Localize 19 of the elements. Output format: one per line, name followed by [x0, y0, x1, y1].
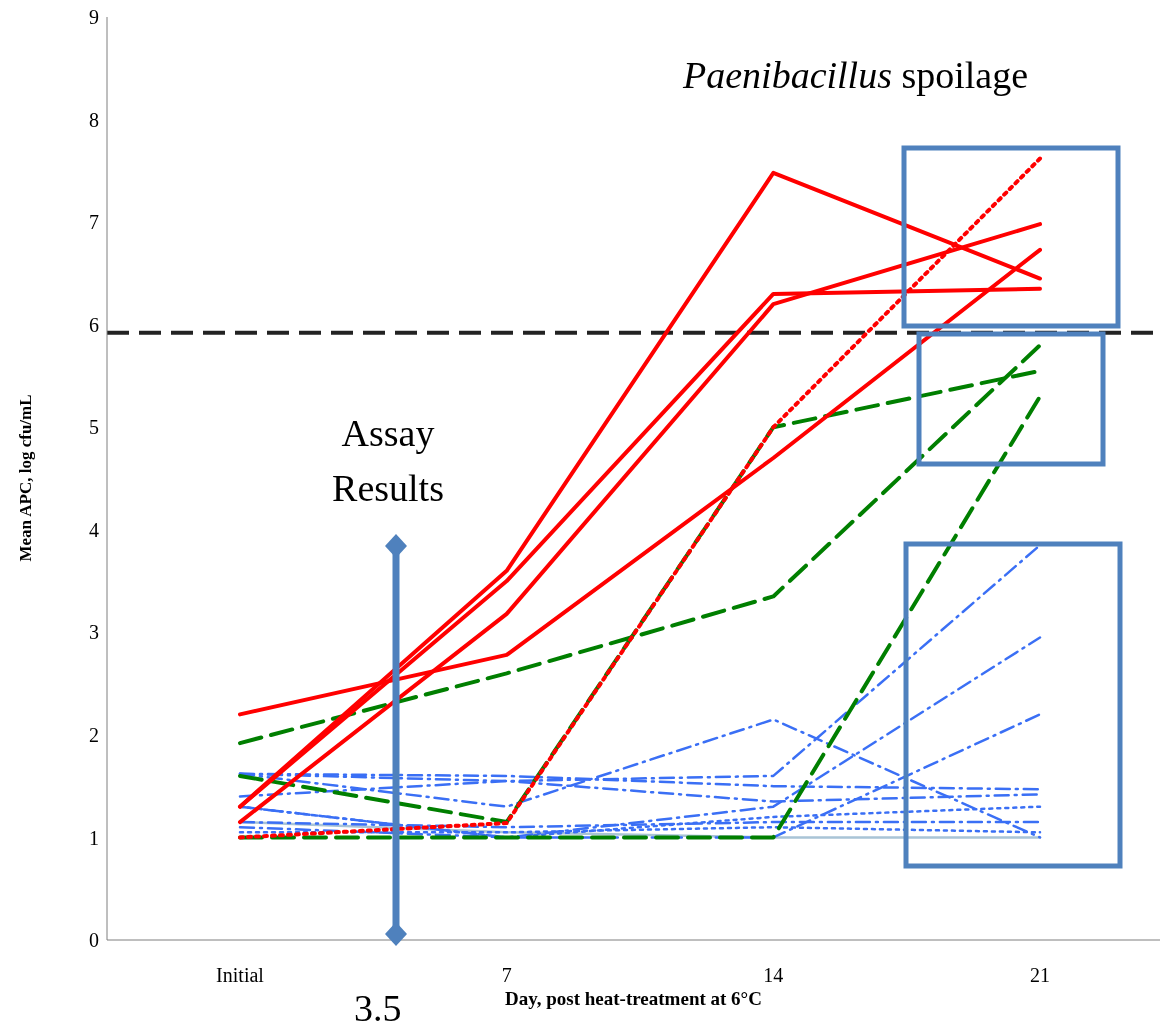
y-tick-label: 0: [89, 929, 99, 952]
x-axis-title: Day, post heat-treatment at 6°C: [505, 988, 762, 1009]
y-tick-label: 4: [89, 518, 99, 541]
y-tick-label: 6: [89, 313, 99, 336]
y-tick-label: 2: [89, 723, 99, 746]
y-tick-label: 1: [89, 826, 99, 849]
y-axis-title: Mean APC, log cfu/mL: [16, 394, 36, 562]
x-tick-label: Initial: [216, 964, 265, 987]
y-tick-label: 7: [89, 211, 99, 234]
x-tick-label: 21: [1030, 964, 1050, 987]
x-tick-label: 14: [763, 964, 784, 987]
y-tick-label: 3: [89, 621, 99, 644]
text: 3.5: [354, 986, 402, 1028]
y-tick-label: 9: [89, 6, 99, 29]
annotation: Paenibacillus spoilage: [683, 53, 1029, 98]
y-tick-label: 5: [89, 416, 99, 439]
x-tick-label: 7: [501, 964, 512, 987]
annotation: Assay Results: [331, 411, 445, 512]
y-tick-label: 8: [89, 108, 99, 131]
